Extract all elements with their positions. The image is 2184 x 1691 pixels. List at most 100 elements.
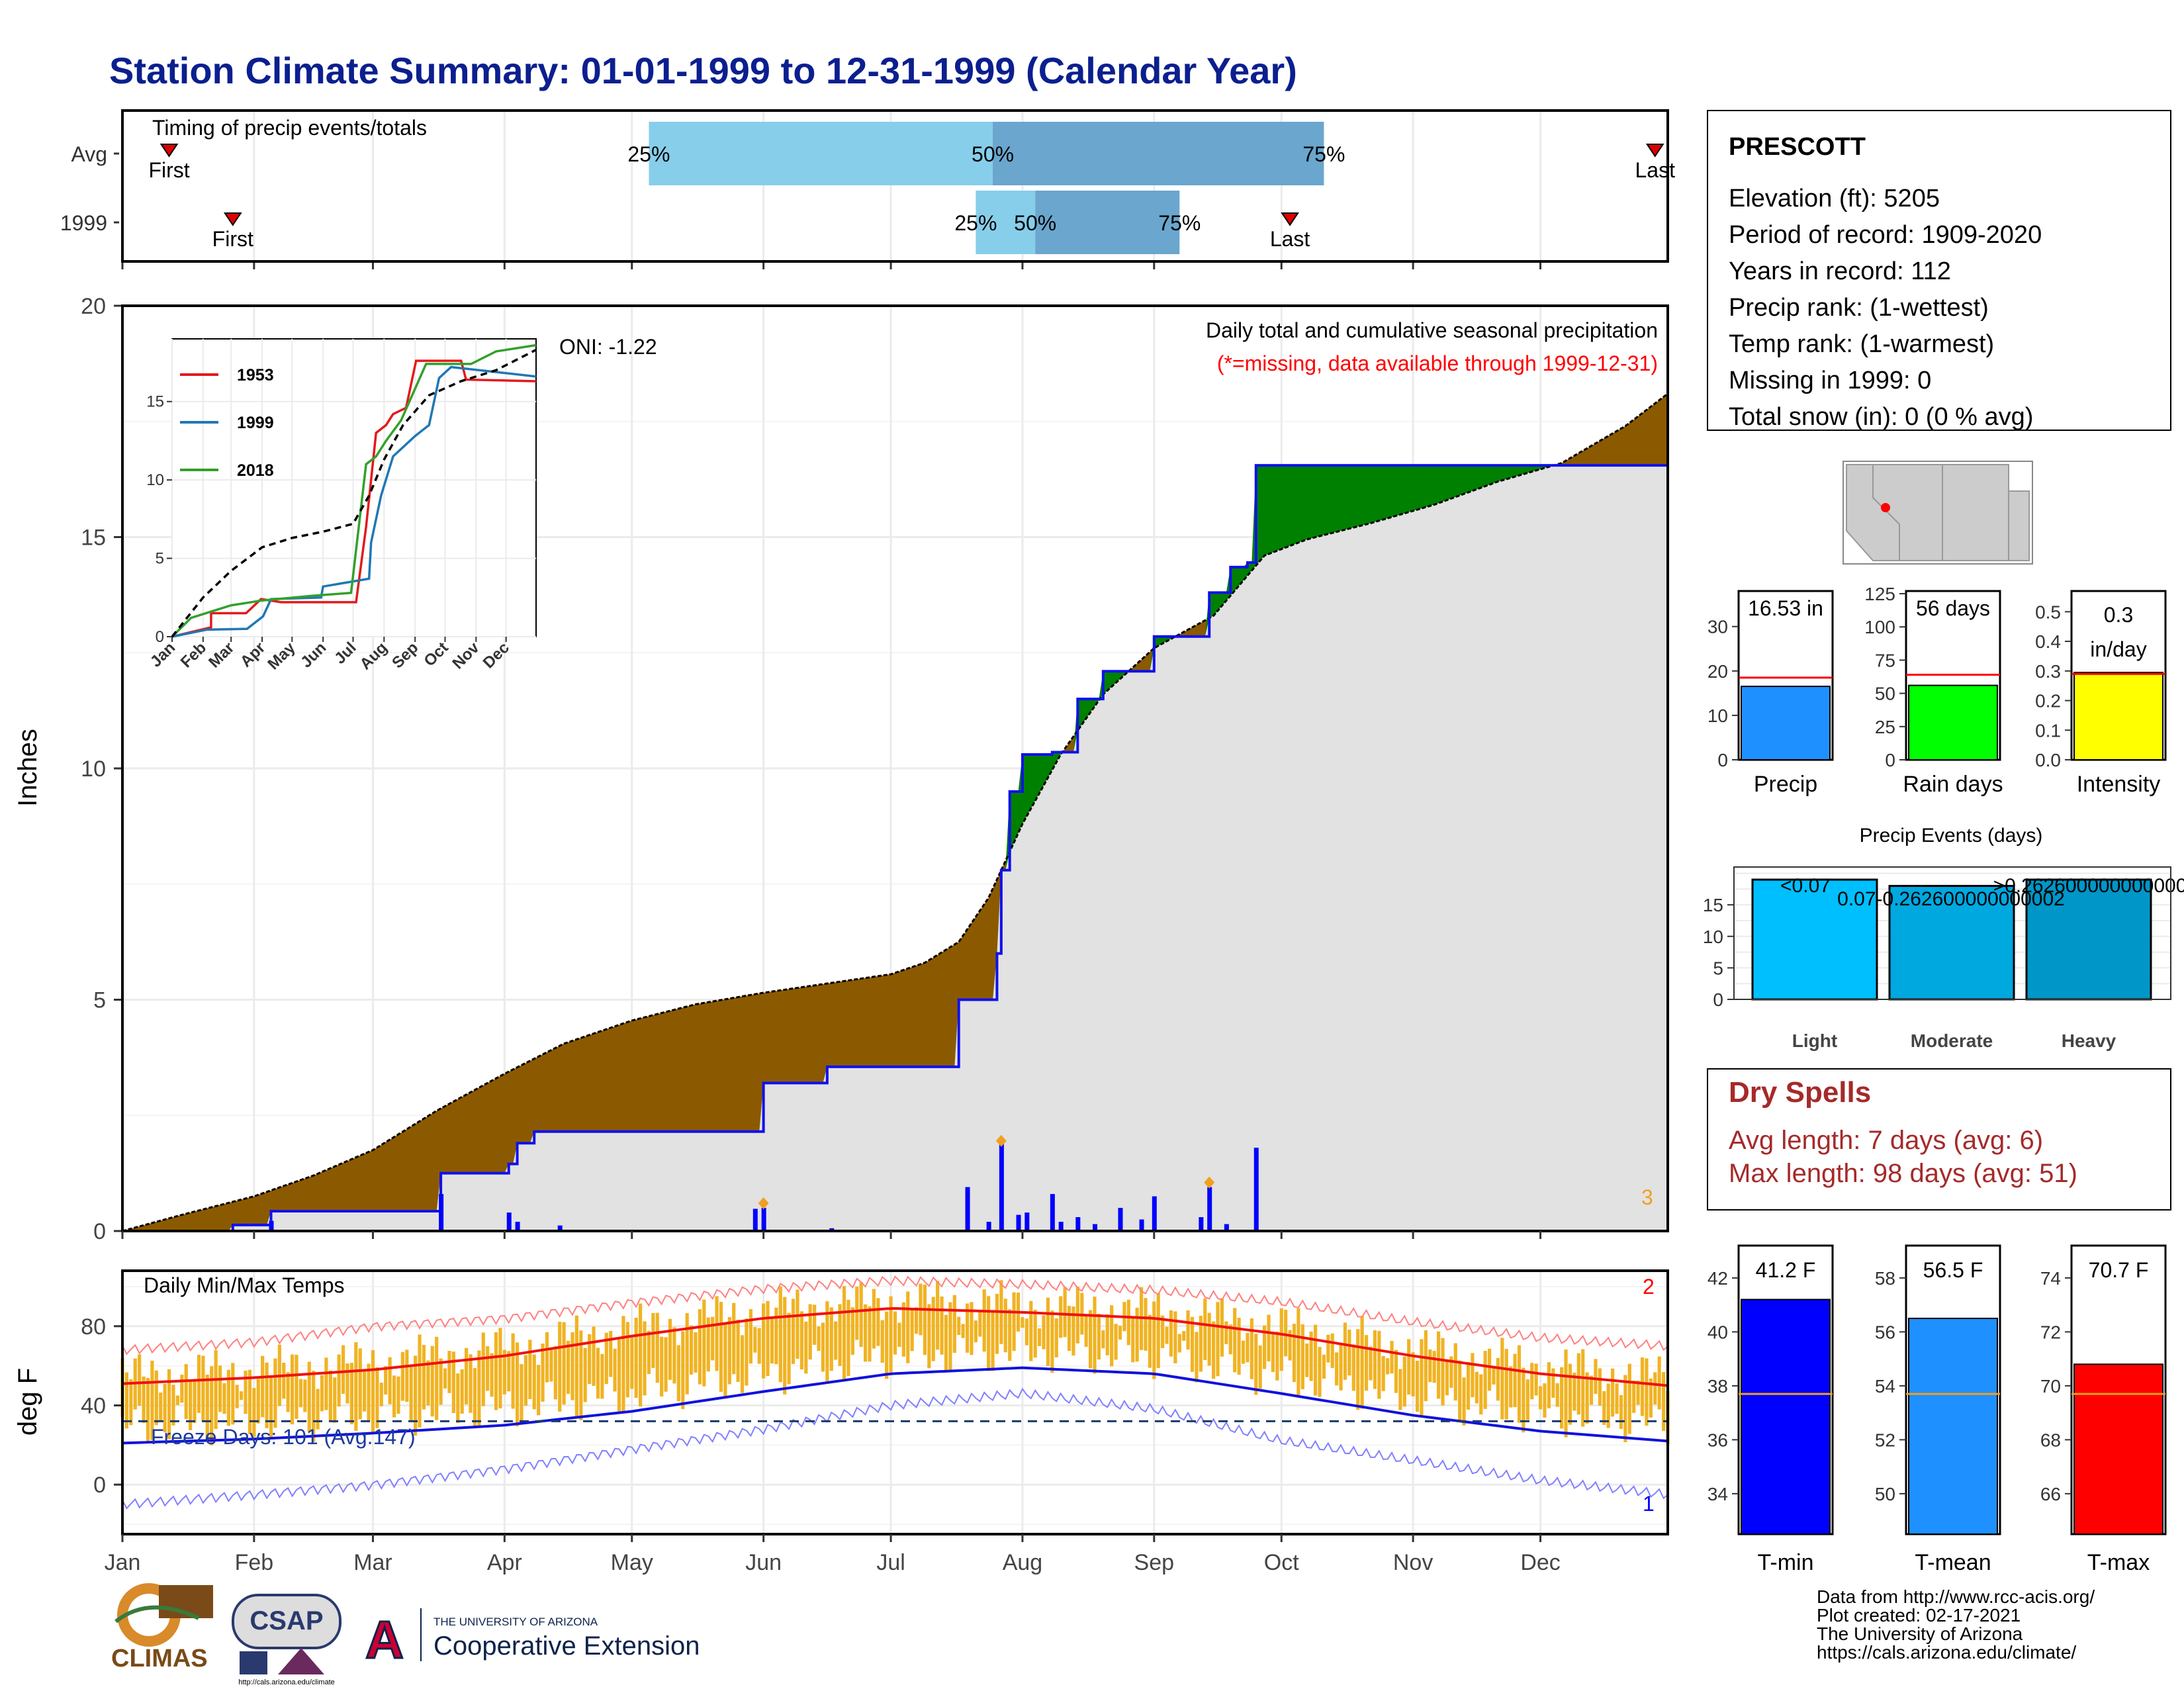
daily-temperature-bar: [1305, 1343, 1309, 1377]
dry-spells-box: Dry Spells Avg length: 7 days (avg: 6) M…: [1707, 1068, 2171, 1211]
daily-temperature-bar: [1195, 1332, 1199, 1383]
daily-temperature-bar: [1504, 1349, 1508, 1420]
mini-chart-tick-label: 0: [1885, 750, 1895, 770]
events-tick-label: 10: [1703, 927, 1723, 947]
daily-temperature-bar: [766, 1301, 770, 1377]
daily-temperature-bar: [1190, 1316, 1195, 1372]
daily-temperature-bar: [184, 1364, 188, 1420]
daily-temperature-bar: [345, 1363, 349, 1404]
daily-temperature-bar: [507, 1351, 511, 1392]
mini-chart-label-raindays: Rain days: [1903, 772, 2003, 797]
daily-temperature-bar: [1118, 1326, 1122, 1340]
daily-temperature-bar: [1560, 1367, 1564, 1429]
daily-temperature-bar: [1126, 1299, 1130, 1346]
daily-temperature-bar: [1645, 1358, 1649, 1426]
timing-percent-label: 75%: [1302, 142, 1345, 166]
inset-series-line-2018: [171, 343, 537, 638]
dry-spells-title: Dry Spells: [1729, 1076, 1871, 1109]
temp-summary-tick-label: 74: [2040, 1268, 2061, 1289]
mini-chart-label-precip: Precip: [1754, 772, 1817, 797]
daily-temperature-bar: [261, 1355, 265, 1418]
daily-temperature-bar: [320, 1375, 324, 1412]
daily-temperature-bar: [749, 1308, 752, 1364]
events-bar-moderate: [1888, 885, 2015, 1001]
first-event-marker: [159, 144, 179, 158]
daily-temperature-bar: [706, 1317, 710, 1372]
ua-logo-letter: A: [365, 1610, 404, 1669]
daily-temperature-bar: [392, 1375, 396, 1418]
daily-temperature-bar: [375, 1367, 379, 1428]
inset-series-line-avg: [171, 349, 537, 638]
daily-temperature-bar: [685, 1313, 689, 1394]
daily-temperature-bar: [745, 1318, 749, 1386]
daily-temperature-bar: [193, 1379, 197, 1423]
daily-temperature-bar: [316, 1389, 320, 1430]
daily-temperature-bar: [566, 1340, 570, 1394]
first-event-label: First: [212, 227, 253, 251]
last-event-label: Last: [1270, 227, 1310, 251]
mini-chart-tick-label: 100: [1864, 617, 1895, 637]
daily-temperature-bar: [515, 1342, 520, 1427]
daily-max-marker: [995, 1134, 1007, 1147]
station-info-line: Elevation (ft): 5205: [1729, 185, 1940, 212]
locator-map: [1843, 461, 2033, 565]
daily-temperature-bar: [604, 1332, 608, 1385]
daily-temperature-bar: [307, 1361, 311, 1432]
daily-temperature-bar: [702, 1299, 706, 1387]
mini-chart-tick-label: 0.2: [2035, 691, 2061, 711]
daily-temperature-bar: [1292, 1324, 1297, 1383]
temperature-y-axis-label: deg F: [13, 1368, 42, 1436]
daily-temperature-bar: [1254, 1334, 1258, 1395]
missing-data-note: (*=missing, data available through 1999-…: [1217, 351, 1658, 375]
daily-temperature-bar: [936, 1281, 940, 1350]
temp-summary-tick-label: 68: [2040, 1430, 2061, 1450]
temp-summary-tick-label: 42: [1707, 1268, 1728, 1289]
daily-temperature-bar: [863, 1304, 868, 1362]
state-shape-new-mexico: [1942, 464, 2009, 561]
csap-logo: CSAP http://cals.arizona.edu/climate: [232, 1594, 341, 1686]
mini-chart-tick-label: 0: [1717, 750, 1728, 770]
daily-temperature-bar: [1581, 1349, 1585, 1427]
daily-temperature-bar: [1449, 1356, 1453, 1388]
daily-temperature-bar: [1275, 1331, 1279, 1381]
events-chart-frame: [1733, 866, 2171, 1000]
inset-legend-label: 1953: [237, 366, 274, 385]
mini-chart-label-intensity: Intensity: [2077, 772, 2161, 797]
daily-temperature-bar: [600, 1353, 604, 1399]
footer-line-1: Data from http://www.rcc-acis.org/: [1817, 1586, 2095, 1607]
mini-chart-bar-raindays: [1908, 684, 1998, 761]
mini-chart-tick-label: 0.3: [2035, 661, 2061, 682]
daily-temperature-bar: [1513, 1353, 1517, 1408]
daily-temperature-bar: [1598, 1368, 1602, 1406]
daily-temperature-bar: [885, 1311, 889, 1379]
daily-temperature-bar: [855, 1287, 859, 1340]
daily-temperature-bar: [838, 1304, 842, 1367]
daily-temperature-bar: [579, 1330, 583, 1420]
daily-temperature-bar: [804, 1321, 808, 1374]
temperature-corner-bottom: 1: [1643, 1492, 1655, 1516]
csap-logo-bars: [240, 1651, 267, 1674]
daily-temperature-bar: [1144, 1298, 1148, 1351]
daily-precip-bar: [829, 1228, 835, 1231]
temp-summary-tick-label: 58: [1875, 1268, 1895, 1289]
daily-temperature-bar: [931, 1297, 935, 1361]
daily-precip-bar: [1207, 1187, 1212, 1231]
daily-temperature-bar: [1386, 1358, 1390, 1375]
daily-temperature-bar: [235, 1385, 239, 1408]
temperature-corner-top: 2: [1643, 1275, 1655, 1299]
events-category-label: Heavy: [2062, 1030, 2116, 1051]
daily-temperature-bar: [1241, 1340, 1246, 1364]
daily-temperature-bar: [1322, 1354, 1326, 1379]
daily-temperature-bar: [668, 1318, 672, 1380]
daily-temperature-bar: [469, 1354, 473, 1413]
daily-temperature-bar: [1657, 1356, 1661, 1410]
daily-temperature-bar: [625, 1322, 629, 1398]
inset-chart-background: [171, 338, 537, 637]
daily-temperature-bar: [1522, 1367, 1525, 1433]
daily-temperature-bar: [443, 1368, 447, 1389]
daily-temperature-bar: [349, 1363, 354, 1424]
daily-temperature-bar: [643, 1321, 647, 1396]
daily-temperature-bar: [1619, 1394, 1623, 1429]
daily-temperature-bar: [1216, 1302, 1220, 1377]
daily-temperature-bar: [248, 1369, 252, 1435]
